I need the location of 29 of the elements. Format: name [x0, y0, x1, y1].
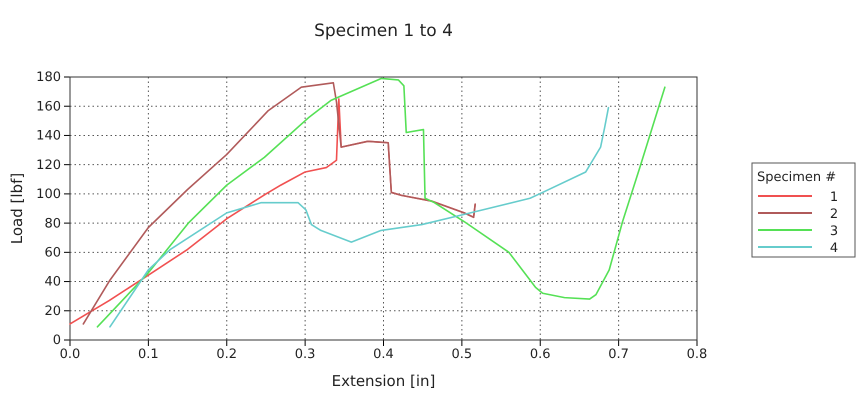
y-tick-label: 160: [36, 99, 61, 114]
y-tick-label: 60: [44, 245, 61, 260]
y-tick-label: 100: [36, 187, 61, 202]
x-tick-label: 0.7: [608, 347, 629, 362]
y-axis-title: Load [lbf]: [8, 172, 26, 244]
x-tick-label: 0.2: [216, 347, 238, 362]
x-tick-label: 0.4: [373, 347, 394, 362]
legend-label: 2: [830, 207, 838, 222]
legend-label: 4: [830, 241, 838, 256]
x-tick-label: 0.6: [530, 347, 551, 362]
y-tick-label: 140: [36, 128, 61, 144]
line-series: [96, 78, 666, 328]
x-tick-label: 0.8: [686, 347, 708, 362]
y-tick-label: 40: [44, 274, 61, 290]
y-tick-label: 0: [52, 333, 61, 348]
legend-label: 1: [830, 190, 838, 205]
x-tick-label: 0.5: [452, 347, 472, 362]
y-tick-label: 80: [44, 216, 61, 232]
legend-title: Specimen #: [757, 170, 836, 185]
x-tick-label: 0.1: [138, 347, 159, 362]
line-series: [109, 106, 610, 328]
x-tick-label: 0.0: [60, 347, 80, 362]
y-tick-label: 120: [36, 158, 61, 173]
x-axis-title: Extension [in]: [332, 372, 436, 390]
y-tick-label: 20: [44, 304, 61, 319]
chart-title: Specimen 1 to 4: [314, 21, 453, 41]
x-tick-label: 0.3: [294, 347, 316, 362]
y-tick-label: 180: [36, 70, 61, 86]
legend-label: 3: [830, 224, 838, 239]
